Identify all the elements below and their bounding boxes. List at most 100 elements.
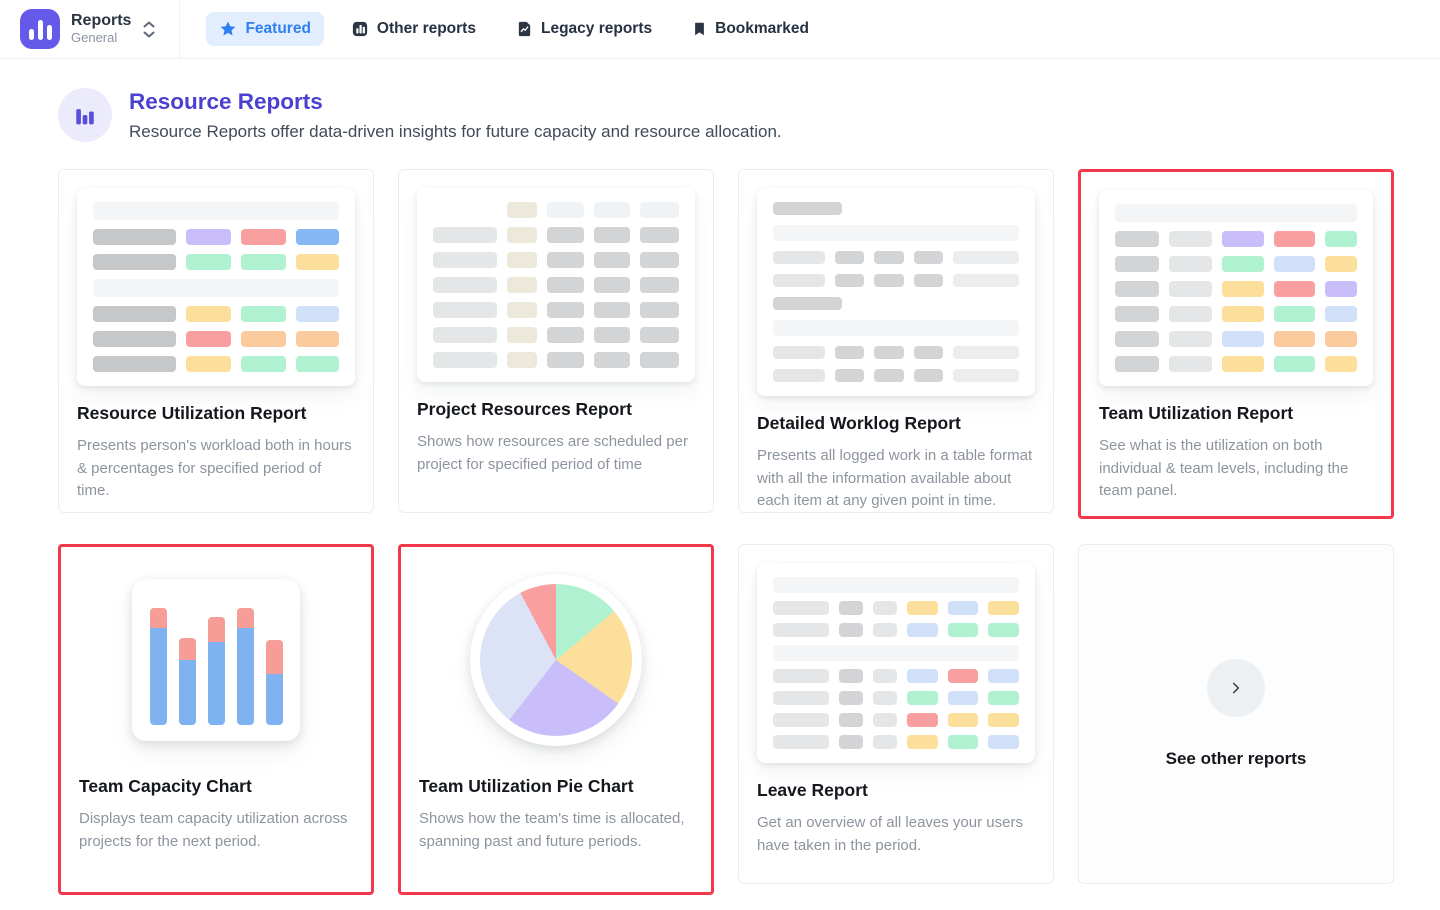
report-card-team-utilization-pie-chart[interactable]: Team Utilization Pie Chart Shows how the … — [398, 544, 714, 895]
report-card-team-utilization-report[interactable]: Team Utilization Report See what is the u… — [1078, 169, 1394, 519]
logo-bar — [46, 25, 52, 40]
thumb-cell-yellow — [1221, 356, 1265, 372]
thumb-cell-gray — [640, 252, 679, 268]
thumb-cell-none — [433, 202, 497, 218]
thumb-cell-lgray — [433, 327, 498, 343]
thumb-cell-dgray — [93, 229, 177, 245]
thumb-cell-orange — [241, 331, 286, 347]
bar — [265, 640, 283, 725]
thumb-cell-skyblue — [907, 669, 938, 683]
thumb-cell-yellow — [1221, 281, 1265, 297]
thumb-cell-gray — [913, 346, 944, 359]
report-tabs: Featured Other reports Legacy reports Bookm… — [206, 12, 822, 46]
thumb-cell-green — [947, 623, 979, 637]
thumb-cell-beige — [507, 202, 538, 218]
thumb-cell-lgray — [873, 601, 898, 615]
thumb-cell-purple — [1325, 281, 1357, 297]
thumb-cell-gray — [594, 252, 631, 268]
resource-reports-icon — [58, 88, 112, 142]
thumb-cell-beige — [507, 327, 538, 343]
thumb-cell-lgray — [773, 691, 830, 705]
report-card-leave-report[interactable]: Leave Report Get an overview of all leave… — [738, 544, 1054, 884]
thumb-cell-gray — [547, 277, 585, 293]
thumb-cell-yellow — [1221, 306, 1265, 322]
thumb-cell-green — [988, 691, 1020, 705]
app-logo-icon[interactable] — [20, 9, 60, 49]
thumb-cell-band — [93, 202, 339, 220]
thumb-cell-yellow — [295, 254, 340, 270]
chevron-up-icon — [143, 21, 155, 27]
thumb-cell-lgray — [1169, 231, 1212, 247]
thumb-cell-gray — [834, 251, 865, 264]
report-card-resource-utilization-report[interactable]: Resource Utilization Report Presents pers… — [58, 169, 374, 513]
report-card-project-resources-report[interactable]: Project Resources Report Shows how resour… — [398, 169, 714, 513]
workspace-switcher[interactable]: Reports General — [71, 12, 131, 45]
thumb-cell-green — [1274, 306, 1316, 322]
page-subtitle: Resource Reports offer data-driven insig… — [129, 121, 782, 141]
logo-bar — [37, 20, 43, 40]
thumb-cell-gray — [839, 735, 864, 749]
thumb-cell-lgray — [433, 227, 498, 243]
thumb-cell-lgray — [1169, 281, 1212, 297]
thumb-cell-lgray — [773, 713, 830, 727]
thumb-cell-gray — [874, 274, 904, 287]
thumb-cell-band — [93, 279, 339, 297]
tab-label: Bookmarked — [715, 20, 810, 37]
thumb-cell-gray — [1115, 281, 1160, 297]
thumb-cell-lgray — [773, 274, 825, 287]
thumb-cell-lgray — [433, 352, 498, 368]
thumb-cell-lgray — [433, 302, 498, 318]
see-other-reports-button[interactable] — [1207, 659, 1265, 717]
report-card-see-other-reports[interactable]: See other reports — [1078, 544, 1394, 884]
thumb-cell-gray — [834, 346, 865, 359]
page-title: Resource Reports — [129, 88, 323, 114]
thumb-cell-lgray — [1169, 356, 1212, 372]
thumb-cell-skyblue — [907, 623, 938, 637]
report-card-team-capacity-chart[interactable]: Team Capacity Chart Displays team capacit… — [58, 544, 374, 895]
thumb-cell-gray — [874, 251, 904, 264]
thumb-cell-gray — [1115, 256, 1160, 272]
thumb-cell-lgray — [773, 251, 825, 264]
bar — [236, 608, 254, 725]
thumb-cell-lgray — [773, 346, 825, 359]
thumb-cell-red — [947, 669, 979, 683]
thumb-cell-gray — [874, 346, 904, 359]
thumb-cell-lgray — [1169, 306, 1212, 322]
thumb-cell-gray — [594, 227, 631, 243]
thumb-cell-yellow — [186, 306, 232, 322]
card-title: Team Utilization Report — [1099, 403, 1294, 423]
thumb-cell-gray — [594, 277, 631, 293]
card-title: Team Utilization Pie Chart — [419, 776, 634, 796]
thumb-cell-gray — [640, 277, 679, 293]
bar-chart-icon — [76, 109, 94, 125]
thumb-cell-gray — [594, 352, 631, 368]
tab-bookmarked[interactable]: Bookmarked — [679, 12, 822, 46]
report-thumbnail-table — [757, 563, 1035, 763]
thumb-cell-gray — [1115, 356, 1160, 372]
report-thumbnail-table — [417, 188, 695, 382]
card-title: Resource Utilization Report — [77, 403, 307, 423]
thumb-cell-yellow — [1325, 356, 1357, 372]
thumb-cell-yellow — [947, 713, 979, 727]
report-card-grid: Resource Utilization Report Presents pers… — [58, 169, 1394, 895]
thumb-cell-gray — [594, 302, 631, 318]
thumb-cell-beige — [507, 252, 538, 268]
chart-box-icon — [351, 20, 369, 38]
report-card-detailed-worklog-report[interactable]: Detailed Worklog Report Presents all logg… — [738, 169, 1054, 513]
thumb-cell-purple — [1221, 231, 1265, 247]
tab-featured[interactable]: Featured — [206, 12, 324, 46]
card-description: Shows how the team's time is allocated, … — [419, 810, 685, 850]
thumb-cell-pale — [594, 202, 631, 218]
thumb-cell-gray — [1115, 331, 1160, 347]
thumb-cell-gray — [547, 252, 585, 268]
thumb-cell-lgray — [873, 691, 898, 705]
workspace-selector-stepper[interactable] — [143, 21, 155, 38]
tab-other-reports[interactable]: Other reports — [338, 12, 489, 46]
thumb-cell-skyblue — [295, 306, 340, 322]
tab-legacy-reports[interactable]: Legacy reports — [503, 12, 665, 46]
bar — [178, 638, 196, 725]
thumb-cell-lgray — [433, 277, 498, 293]
thumb-cell-gray — [1115, 231, 1160, 247]
card-description: Get an overview of all leaves your users… — [757, 814, 1023, 854]
thumb-cell-dgray — [93, 331, 177, 347]
